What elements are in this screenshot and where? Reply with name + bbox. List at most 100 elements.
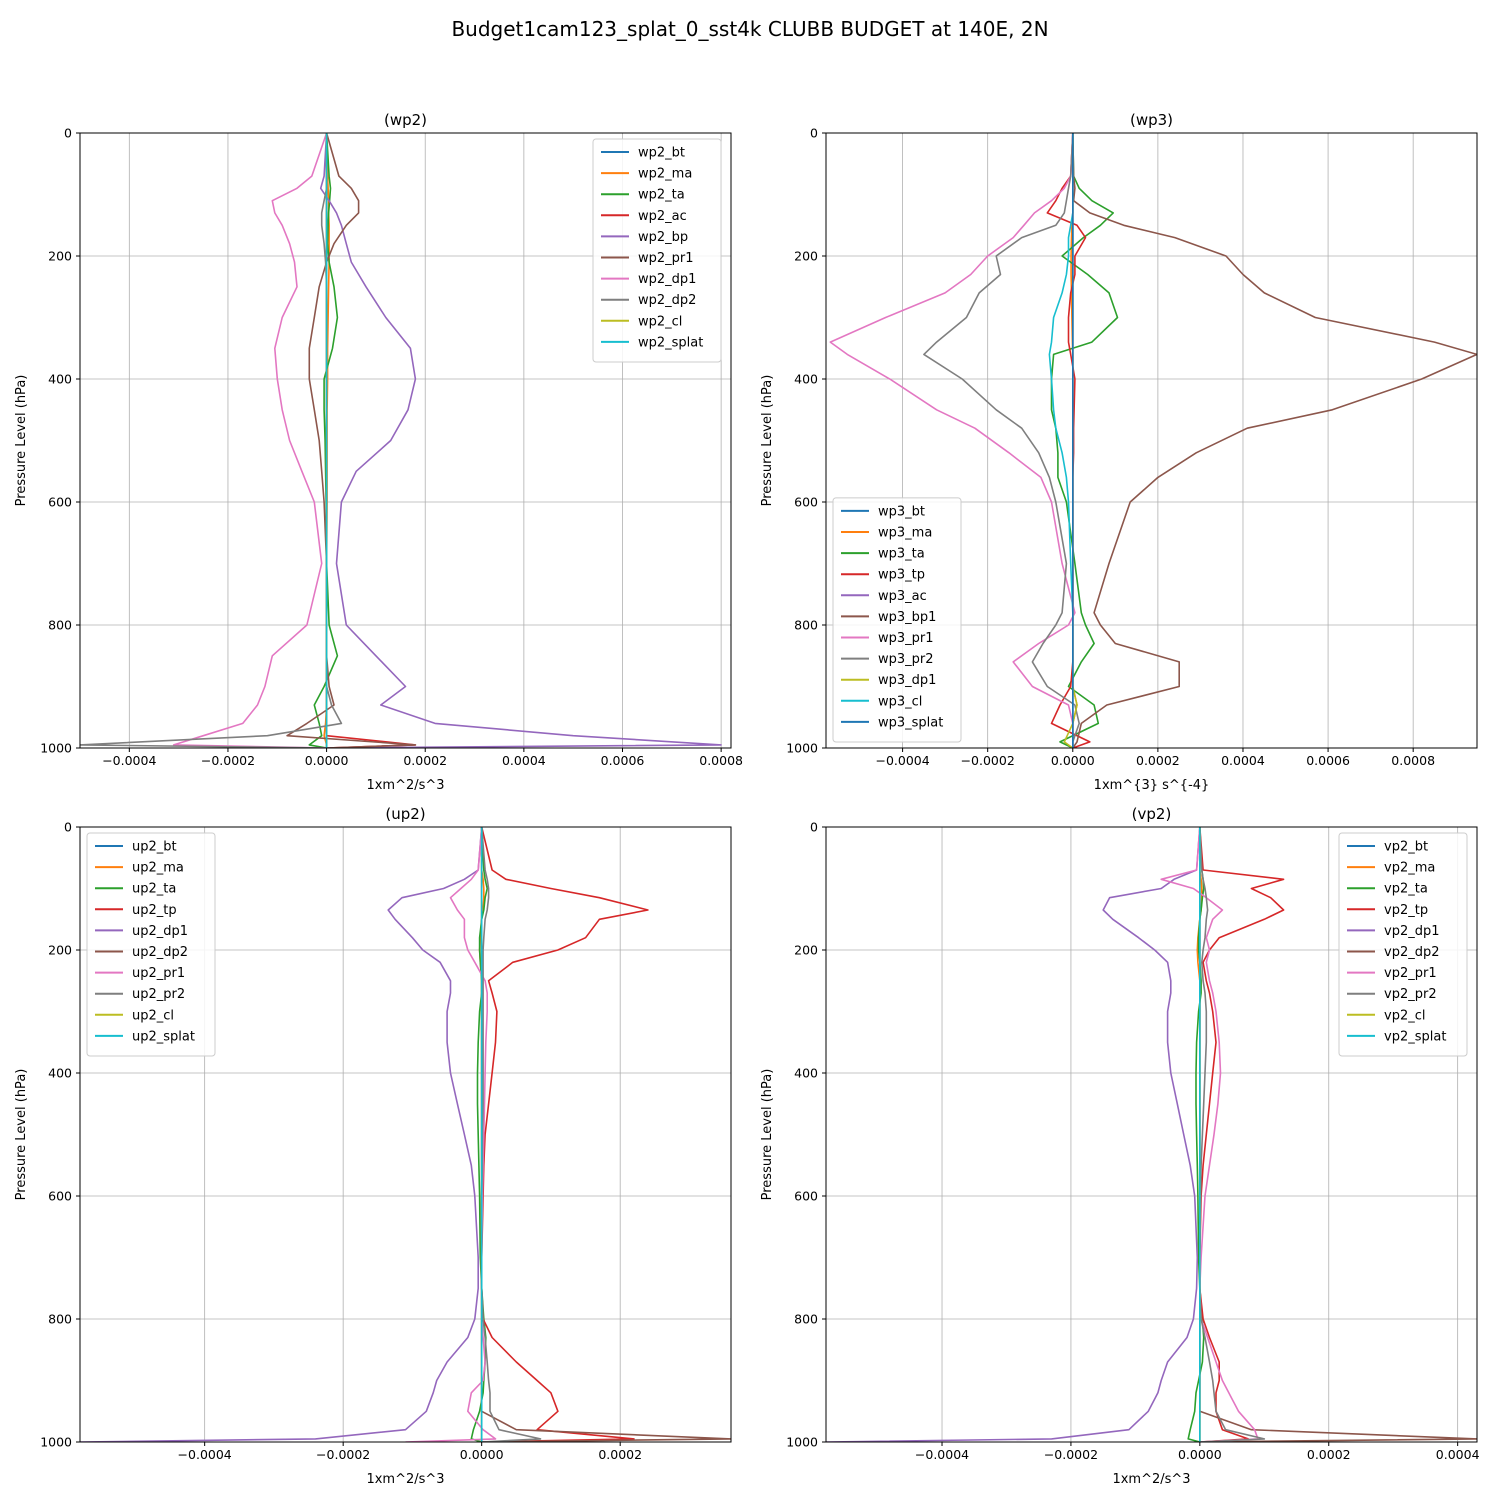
legend-entry-vp2_dp2: vp2_dp2: [1384, 945, 1440, 960]
subplot-title: (wp3): [1130, 111, 1173, 129]
subplot-4: −0.0004 −0.0002 0.0000 0.0002 0.0004 0 200 400 6…: [760, 805, 1480, 1487]
x-tick-label: 0.0000: [1051, 753, 1095, 768]
y-tick-label: 800: [48, 618, 72, 633]
y-tick-label: 600: [794, 495, 818, 510]
y-axis-label: Pressure Level (hPa): [760, 1069, 775, 1201]
legend-entry-up2_cl: up2_cl: [132, 1008, 174, 1023]
series-group: [826, 827, 1477, 1442]
x-tick-label: 0.0004: [502, 753, 546, 768]
legend-entry-wp3_ta: wp3_ta: [878, 547, 925, 562]
x-tick-label: 0.0008: [699, 753, 743, 768]
legend-entry-up2_tp: up2_tp: [132, 903, 177, 918]
axes-frame: [825, 132, 1478, 749]
axes-frame: [79, 826, 732, 1443]
y-tick-label: 600: [48, 1189, 72, 1204]
legend-entry-wp3_splat: wp3_splat: [878, 715, 943, 730]
series-line-wp3_pr1: [829, 133, 1076, 748]
legend-entry-wp3_tp: wp3_tp: [878, 568, 925, 583]
legend: vp2_bt vp2_ma vp2_ta vp2_tp vp2_dp1 vp2_dp2vp…: [1338, 832, 1468, 1057]
series-group: [80, 827, 731, 1442]
x-tick-label: 0.0002: [403, 753, 447, 768]
y-tick-label: 0: [810, 820, 818, 835]
subplot-title: (vp2): [1132, 805, 1172, 823]
y-tick-label: 800: [794, 1312, 818, 1327]
legend-entry-vp2_bt: vp2_bt: [1384, 840, 1428, 855]
x-tick-label: −0.0002: [961, 753, 1015, 768]
x-tick-label: 0.0002: [1136, 753, 1180, 768]
series-line-wp2_dp1: [172, 133, 328, 748]
legend-entry-wp2_cl: wp2_cl: [638, 314, 682, 329]
x-tick-label: 0.0008: [1391, 753, 1435, 768]
series-line-vp2_tp: [1199, 827, 1285, 1442]
x-tick-label: 0.0000: [1178, 1447, 1222, 1462]
legend-entry-wp2_ta: wp2_ta: [638, 188, 685, 203]
legend-entry-up2_splat: up2_splat: [132, 1029, 195, 1044]
legend-entry-wp2_bp: wp2_bp: [638, 230, 688, 245]
figure-title: Budget1cam123_splat_0_sst4k CLUBB BUDGET…: [451, 17, 1048, 41]
legend-entry-vp2_tp: vp2_tp: [1384, 903, 1428, 918]
x-tick-label: −0.0002: [1044, 1447, 1098, 1462]
legend-entry-vp2_dp1: vp2_dp1: [1384, 924, 1440, 939]
subplot-1: −0.0004 −0.0002 0.0000 0.0002 0.0004 0.0006 0.…: [14, 111, 743, 793]
series-line-up2_pr2: [480, 827, 542, 1442]
legend-entry-vp2_ma: vp2_ma: [1384, 861, 1435, 876]
legend-entry-wp3_ma: wp3_ma: [878, 526, 932, 541]
legend-entry-wp2_pr1: wp2_pr1: [638, 251, 694, 266]
legend-entry-wp3_pr2: wp3_pr2: [878, 652, 934, 667]
legend-entry-wp3_pr1: wp3_pr1: [878, 631, 934, 646]
y-tick-label: 400: [48, 1066, 72, 1081]
y-tick-label: 0: [64, 126, 72, 141]
series-line-vp2_pr1: [1160, 827, 1259, 1442]
legend-entry-up2_pr1: up2_pr1: [132, 966, 185, 981]
legend-entry-up2_bt: up2_bt: [132, 840, 177, 855]
axes-frame: [79, 132, 732, 749]
series-line-wp3_ta: [1050, 133, 1119, 748]
legend-entry-up2_ma: up2_ma: [132, 861, 184, 876]
legend-entry-wp2_dp1: wp2_dp1: [638, 272, 696, 287]
legend-entry-wp2_ma: wp2_ma: [638, 167, 692, 182]
legend-entry-wp2_ac: wp2_ac: [638, 209, 687, 224]
legend-entry-up2_pr2: up2_pr2: [132, 987, 185, 1002]
legend-entry-wp3_bt: wp3_bt: [878, 504, 925, 519]
legend-entry-up2_ta: up2_ta: [132, 882, 176, 897]
series-line-wp2_ta: [308, 133, 339, 748]
legend-entry-wp2_splat: wp2_splat: [638, 335, 703, 350]
y-tick-label: 800: [794, 618, 818, 633]
x-tick-label: −0.0004: [875, 753, 929, 768]
subplot-2: −0.0004 −0.0002 0.0000 0.0002 0.0004 0.0006 0.…: [760, 111, 1478, 793]
x-tick-label: 0.0002: [1307, 1447, 1351, 1462]
subplot-title: (up2): [385, 805, 425, 823]
legend-entry-wp3_ac: wp3_ac: [878, 589, 927, 604]
legend: up2_bt up2_ma up2_ta up2_tp up2_dp1 up2_dp2up…: [86, 832, 216, 1057]
y-tick-label: 400: [48, 372, 72, 387]
y-tick-label: 200: [794, 943, 818, 958]
y-tick-label: 0: [64, 820, 72, 835]
y-tick-label: 600: [794, 1189, 818, 1204]
x-tick-label: 0.0000: [460, 1447, 504, 1462]
legend-entry-wp3_dp1: wp3_dp1: [878, 673, 936, 688]
y-tick-label: 1000: [40, 1435, 72, 1450]
legend-entry-up2_dp2: up2_dp2: [132, 945, 188, 960]
x-axis-label: 1xm^2/s^3: [1112, 1472, 1190, 1487]
x-axis-label: 1xm^{3} s^{-4}: [1094, 778, 1210, 793]
y-tick-label: 200: [48, 943, 72, 958]
series-line-up2_ta: [470, 827, 489, 1442]
y-axis-label: Pressure Level (hPa): [14, 1069, 29, 1201]
y-tick-label: 1000: [40, 741, 72, 756]
series-line-up2_dp1: [80, 827, 483, 1442]
y-tick-label: 1000: [786, 1435, 818, 1450]
subplot-title: (wp2): [384, 111, 427, 129]
series-line-wp3_pr2: [923, 133, 1080, 748]
series-line-wp2_bp: [319, 133, 722, 748]
series-group: [829, 133, 1477, 748]
x-tick-label: −0.0004: [102, 753, 156, 768]
series-line-vp2_dp1: [826, 827, 1201, 1442]
legend-entry-wp3_cl: wp3_cl: [878, 694, 922, 709]
legend-entry-vp2_pr2: vp2_pr2: [1384, 987, 1437, 1002]
y-tick-label: 200: [48, 249, 72, 264]
legend-entry-vp2_ta: vp2_ta: [1384, 882, 1428, 897]
x-tick-label: −0.0004: [915, 1447, 969, 1462]
x-tick-label: 0.0002: [598, 1447, 642, 1462]
series-line-vp2_pr2: [1199, 827, 1266, 1442]
